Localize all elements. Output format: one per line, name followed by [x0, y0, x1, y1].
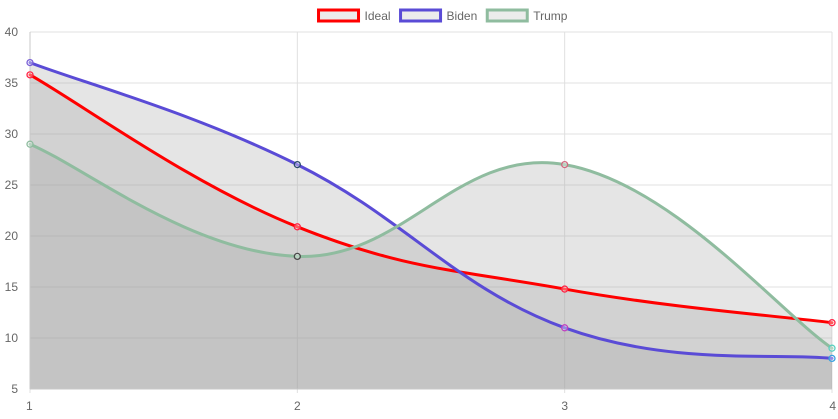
data-point-biden-4[interactable] — [828, 354, 836, 363]
data-point-trump-3[interactable] — [561, 160, 569, 169]
series-line-biden — [28, 61, 834, 360]
series-fills — [30, 62, 832, 389]
data-point-ideal-4[interactable] — [828, 319, 836, 327]
x-tick-label-3: 3 — [561, 399, 568, 413]
y-tick-label-25: 25 — [5, 178, 19, 192]
data-point-biden-2[interactable] — [293, 160, 301, 169]
x-tick-label-2: 2 — [294, 399, 301, 413]
y-tick-label-10: 10 — [5, 331, 19, 345]
axes — [29, 32, 832, 390]
legend-swatch-trump — [485, 8, 529, 23]
tick-labels: 5 10 15 20 25 30 35 40 1 2 3 4 — [5, 25, 837, 413]
y-tick-label-35: 35 — [5, 76, 19, 90]
legend-item-ideal[interactable]: Ideal — [317, 8, 391, 23]
series-line-trump — [28, 142, 834, 350]
legend-item-trump[interactable]: Trump — [485, 8, 568, 23]
legend-label-trump: Trump — [533, 9, 568, 23]
legend-item-biden[interactable]: Biden — [399, 8, 478, 23]
legend-label-ideal: Ideal — [365, 9, 391, 23]
series-lines — [28, 61, 834, 360]
data-point-trump-1[interactable] — [26, 140, 34, 148]
grid-lines — [29, 31, 833, 393]
legend[interactable]: Ideal Biden Trump — [317, 8, 568, 23]
data-point-biden-3[interactable] — [561, 324, 569, 332]
series-line-ideal — [28, 73, 834, 325]
data-point-trump-4[interactable] — [828, 344, 836, 352]
y-tick-label-15: 15 — [5, 280, 19, 294]
data-point-ideal-1[interactable] — [26, 71, 34, 79]
data-point-trump-2[interactable] — [293, 252, 301, 261]
legend-label-biden: Biden — [447, 9, 478, 23]
legend-swatch-ideal — [317, 8, 361, 23]
x-tick-label-1: 1 — [26, 399, 33, 413]
y-tick-label-40: 40 — [5, 25, 19, 39]
data-point-ideal-3[interactable] — [561, 285, 569, 293]
data-point-biden-1[interactable] — [26, 58, 34, 67]
y-tick-label-20: 20 — [5, 229, 19, 243]
data-point-ideal-2[interactable] — [293, 223, 301, 231]
y-tick-label-5: 5 — [11, 382, 18, 396]
series-fill-biden — [30, 62, 832, 389]
series-fill-ideal — [30, 74, 832, 389]
data-points — [26, 58, 836, 363]
y-tick-label-30: 30 — [5, 127, 19, 141]
x-tick-label-4: 4 — [829, 399, 836, 413]
legend-swatch-biden — [399, 8, 443, 23]
